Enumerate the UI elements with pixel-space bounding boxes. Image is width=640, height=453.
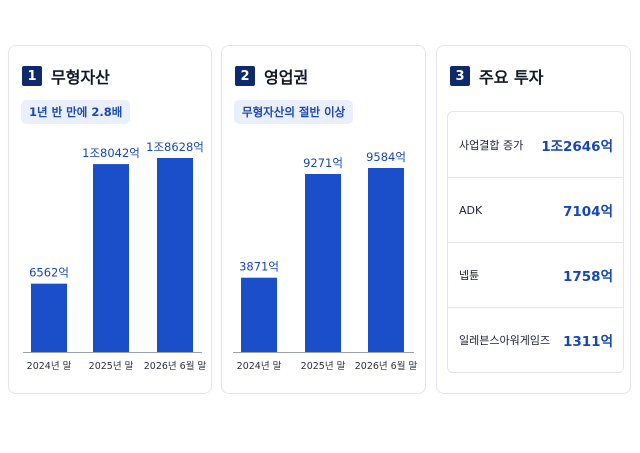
investment-label: 넵튠: [459, 269, 480, 282]
intangible-assets-panel: 1 무형자산 1년 반 만에 2.8배 6562억 2024년 말 1조8042억 2…: [8, 45, 212, 394]
investment-value: 1758억: [563, 269, 613, 285]
bar: [31, 283, 67, 352]
panel-number-badge: 1: [22, 66, 42, 86]
x-tick-label: 2025년 말: [301, 360, 346, 372]
x-tick-label: 2025년 말: [89, 360, 134, 372]
investment-list: 사업결합 증가 1조2646억 ADK 7104억 넵튠 1758억 일레븐스아…: [447, 111, 624, 373]
investment-row: ADK 7104억: [448, 177, 623, 242]
x-tick-label: 2024년 말: [27, 360, 72, 372]
bar-value-label: 1조8042억: [82, 146, 140, 160]
bar-value-label: 6562억: [29, 266, 69, 280]
investment-value: 1311억: [563, 334, 613, 350]
highlight-pill: 무형자산의 절반 이상: [234, 100, 354, 124]
investment-label: ADK: [459, 203, 483, 217]
bar: [93, 164, 129, 352]
highlight-pill: 1년 반 만에 2.8배: [21, 100, 131, 124]
bar-value-label: 9584억: [366, 150, 406, 164]
investment-row: 일레븐스아워게임즈 1311억: [448, 307, 623, 372]
bar: [305, 174, 341, 352]
investment-value: 7104억: [563, 204, 613, 220]
goodwill-bar-chart: 3871억 2024년 말 9271억 2025년 말 9584억 2026년 6월 말: [233, 150, 418, 372]
bar: [241, 277, 277, 352]
panel-header: 1 무형자산: [22, 64, 110, 88]
major-investments-panel: 3 주요 투자 사업결합 증가 1조2646억 ADK 7104억 넵튠 175…: [436, 45, 631, 394]
investment-row: 넵튠 1758억: [448, 242, 623, 307]
investment-value: 1조2646억: [541, 138, 613, 155]
x-tick-label: 2024년 말: [237, 360, 282, 372]
bar-value-label: 9271억: [303, 156, 343, 170]
investment-row: 사업결합 증가 1조2646억: [448, 112, 623, 177]
bar-value-label: 1조8628억: [146, 140, 204, 154]
x-tick-label: 2026년 6월 말: [144, 360, 207, 372]
panel-header: 3 주요 투자: [450, 64, 543, 88]
intangible-assets-bar-chart: 6562억 2024년 말 1조8042억 2025년 말 1조8628억 2026년 6…: [23, 140, 207, 372]
panel-number-badge: 3: [450, 66, 470, 86]
panel-title: 주요 투자: [479, 68, 544, 87]
panel-title: 무형자산: [51, 68, 110, 87]
investment-label: 일레븐스아워게임즈: [459, 334, 551, 347]
x-tick-label: 2026년 6월 말: [355, 360, 418, 372]
panel-title: 영업권: [264, 68, 309, 87]
investment-label: 사업결합 증가: [459, 138, 524, 152]
panel-number-badge: 2: [235, 66, 255, 86]
bar-value-label: 3871억: [239, 260, 279, 274]
panel-header: 2 영업권: [235, 64, 308, 88]
goodwill-panel: 2 영업권 무형자산의 절반 이상 3871억 2024년 말 9271억 2025년…: [221, 45, 426, 394]
bar: [368, 168, 404, 352]
bar: [157, 158, 193, 352]
